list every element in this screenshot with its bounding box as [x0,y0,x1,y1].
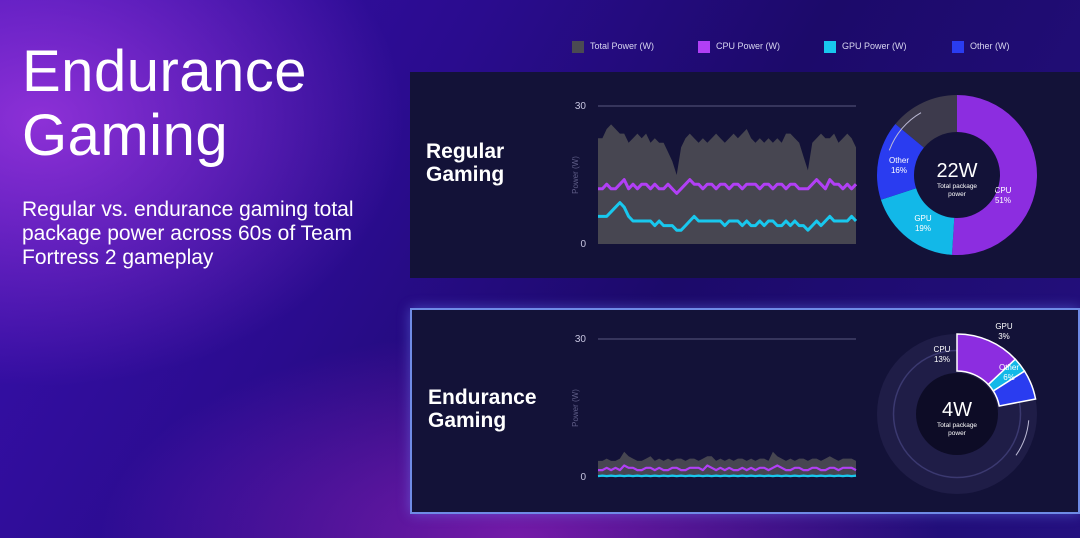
legend-swatch-other [952,41,964,53]
legend-swatch-total [572,41,584,53]
y-tick-label-0: 0 [580,472,586,483]
donut-slice-other [877,124,924,200]
series-area-total-power [598,124,856,244]
legend-label-cpu: CPU Power (W) [716,41,781,51]
endurance-gaming-label: Endurance Gaming [428,386,537,432]
donut-total-label-line1: Total package [937,183,977,190]
donut-label-cpu: CPU [995,186,1012,195]
legend-label-total: Total Power (W) [590,41,655,51]
donut-remainder [895,95,957,148]
donut-pct-other: 16% [891,166,907,175]
y-axis-label: Power (W) [571,389,580,427]
regular-gaming-panel: Regular Gaming 0 30 Power (W) CPU 51% GPU 19% O… [410,72,1080,278]
series-area-total-power [598,451,856,477]
donut-total-label-line2: power [948,430,967,437]
regular-gaming-label: Regular Gaming [426,140,504,186]
donut-label-cpu: CPU [934,345,951,354]
page-subtitle: Regular vs. endurance gaming total packa… [22,198,354,269]
endurance-gaming-panel: Endurance Gaming 0 30 Power (W) CPU 13% GPU 3%… [410,308,1080,514]
donut-total-label-line2: power [948,191,967,198]
donut-pct-gpu: 19% [915,224,931,233]
legend-swatch-gpu [824,41,836,53]
donut-total-value: 22W [936,160,977,182]
y-tick-label-30: 30 [575,101,587,112]
donut-label-other: Other [889,156,909,165]
legend-swatch-cpu [698,41,710,53]
page-title-line2: Gaming [22,103,229,168]
donut-pct-gpu: 3% [998,332,1010,341]
donut-pct-cpu: 13% [934,355,950,364]
page-title-line1: Endurance [22,39,308,104]
donut-slice-other [992,370,1037,407]
donut-center [916,373,998,455]
series-line-gpu-power [597,474,857,478]
donut-pct-cpu: 51% [995,196,1011,205]
series-line-gpu-power [598,201,858,232]
donut-arrow [888,112,922,151]
donut-total-label-line1: Total package [937,422,977,429]
donut-total-value: 4W [942,399,972,421]
donut-slice-gpu [880,188,955,255]
legend-label-other: Other (W) [970,41,1010,51]
donut-label-gpu: GPU [995,322,1013,331]
series-line-cpu-power [598,178,858,195]
regular-gaming-label-line2: Gaming [426,163,505,186]
y-axis-label: Power (W) [571,156,580,194]
donut-slice-cpu [951,95,1037,255]
donut-center [916,134,998,216]
y-tick-label-0: 0 [580,239,586,250]
endurance-gaming-label-line2: Gaming [428,409,507,432]
donut-arrow [1015,420,1030,456]
page-title: Endurance Gaming [22,40,307,168]
legend-label-gpu: GPU Power (W) [842,41,907,51]
endurance-gaming-label-line1: Endurance [428,386,537,409]
donut-pct-other: 6% [1003,373,1015,382]
donut-label-other: Other [999,363,1019,372]
donut-label-gpu: GPU [914,214,932,223]
y-tick-label-30: 30 [575,334,587,345]
series-line-cpu-power [598,464,857,472]
regular-gaming-label-line1: Regular [426,140,505,163]
